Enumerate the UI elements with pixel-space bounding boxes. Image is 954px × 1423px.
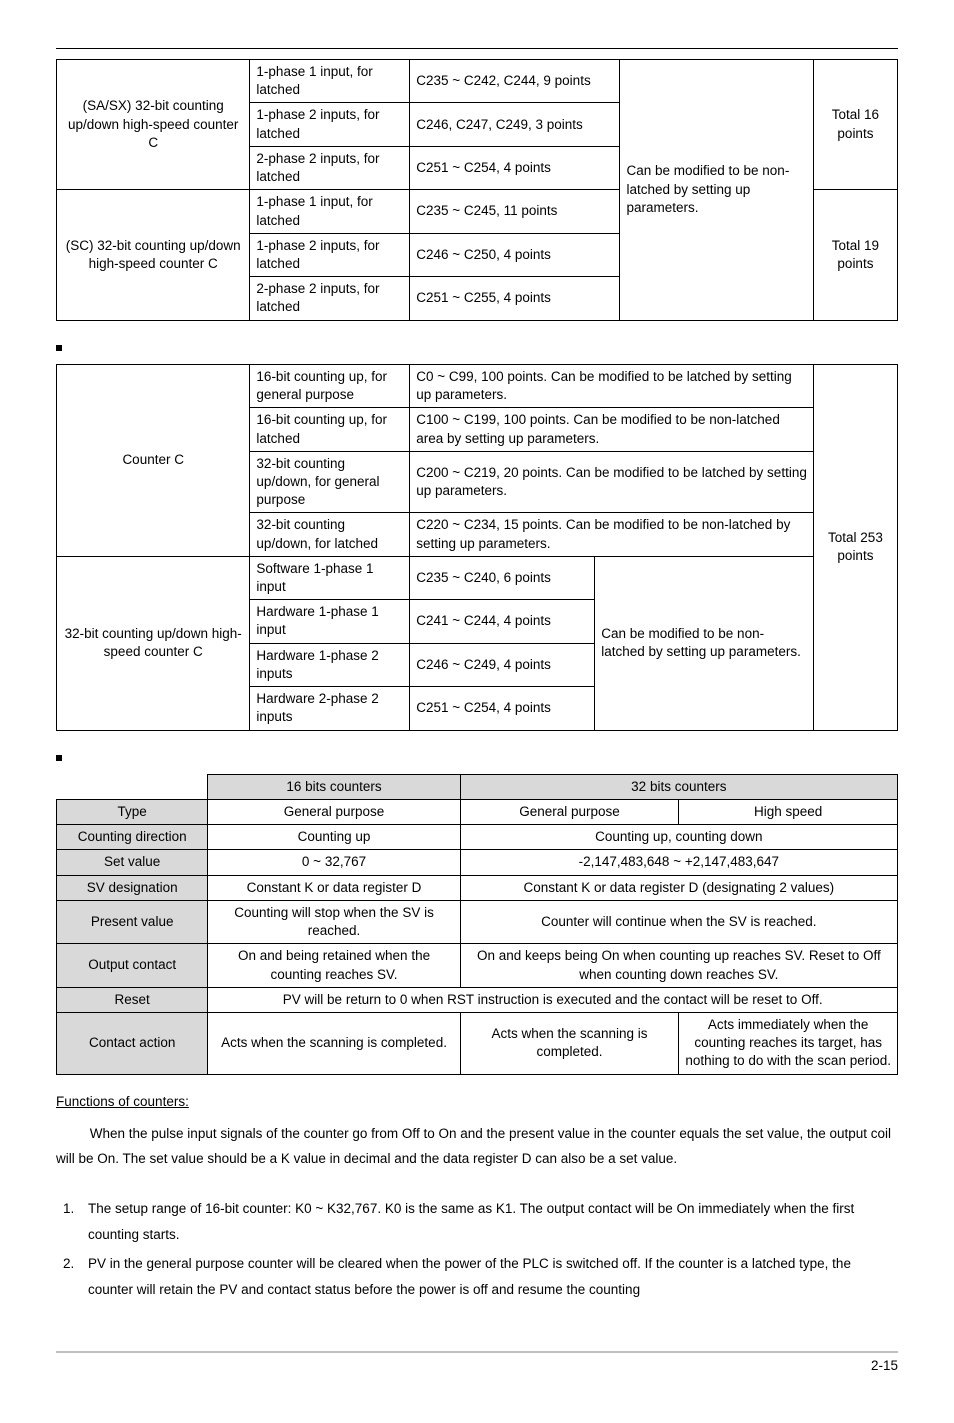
list-item: The setup range of 16-bit counter: K0 ~ … <box>78 1196 898 1247</box>
group-label: (SC) 32-bit counting up/down high-speed … <box>57 190 250 320</box>
bullet-square-icon <box>56 345 62 351</box>
cell: Counting will stop when the SV is reache… <box>208 900 460 943</box>
col-header-16: 16 bits counters <box>208 774 460 799</box>
cell: Acts when the scanning is completed. <box>208 1012 460 1074</box>
table-row: 16 bits counters 32 bits counters <box>57 774 898 799</box>
bullet-square-icon <box>56 755 62 761</box>
range-cell: C246 ~ C249, 4 points <box>410 643 595 686</box>
cell: Counting up, counting down <box>460 825 897 850</box>
row-label: Reset <box>57 987 208 1012</box>
group-label: (SA/SX) 32-bit counting up/down high-spe… <box>57 60 250 190</box>
cell: On and keeps being On when counting up r… <box>460 944 897 987</box>
total-cell: Total 19 points <box>813 190 897 320</box>
mode-cell: 16-bit counting up, for general purpose <box>250 364 410 407</box>
cell: 0 ~ 32,767 <box>208 850 460 875</box>
desc-cell: C0 ~ C99, 100 points. Can be modified to… <box>410 364 814 407</box>
table-row: Counter C 16-bit counting up, for genera… <box>57 364 898 407</box>
mode-cell: 1-phase 2 inputs, for latched <box>250 233 410 276</box>
cell: General purpose <box>460 800 679 825</box>
group-label: 32-bit counting up/down high-speed count… <box>57 556 250 730</box>
range-cell: C251 ~ C254, 4 points <box>410 687 595 730</box>
range-cell: C235 ~ C240, 6 points <box>410 556 595 599</box>
mode-cell: Hardware 2-phase 2 inputs <box>250 687 410 730</box>
table-row: Contact action Acts when the scanning is… <box>57 1012 898 1074</box>
row-label: Type <box>57 800 208 825</box>
table-row: Reset PV will be return to 0 when RST in… <box>57 987 898 1012</box>
range-cell: C241 ~ C244, 4 points <box>410 600 595 643</box>
row-label: Contact action <box>57 1012 208 1074</box>
group-label: Counter C <box>57 364 250 556</box>
range-cell: C251 ~ C254, 4 points <box>410 146 620 189</box>
cell: Constant K or data register D <box>208 875 460 900</box>
table-row: Set value 0 ~ 32,767 -2,147,483,648 ~ +2… <box>57 850 898 875</box>
mode-cell: 1-phase 2 inputs, for latched <box>250 103 410 146</box>
total-cell: Total 16 points <box>813 60 897 190</box>
cell: -2,147,483,648 ~ +2,147,483,647 <box>460 850 897 875</box>
row-label: Present value <box>57 900 208 943</box>
desc-cell: C200 ~ C219, 20 points. Can be modified … <box>410 451 814 513</box>
range-cell: C246 ~ C250, 4 points <box>410 233 620 276</box>
row-label: Set value <box>57 850 208 875</box>
list-item: PV in the general purpose counter will b… <box>78 1251 898 1302</box>
mode-cell: 1-phase 1 input, for latched <box>250 60 410 103</box>
cell: Constant K or data register D (designati… <box>460 875 897 900</box>
range-cell: C235 ~ C245, 11 points <box>410 190 620 233</box>
range-cell: C251 ~ C255, 4 points <box>410 277 620 320</box>
row-label: Counting direction <box>57 825 208 850</box>
table-row: 32-bit counting up/down high-speed count… <box>57 556 898 599</box>
mode-cell: Hardware 1-phase 1 input <box>250 600 410 643</box>
desc-cell: C220 ~ C234, 15 points. Can be modified … <box>410 513 814 556</box>
table-row: Counting direction Counting up Counting … <box>57 825 898 850</box>
row-label: Output contact <box>57 944 208 987</box>
cell: PV will be return to 0 when RST instruct… <box>208 987 898 1012</box>
row-label: SV designation <box>57 875 208 900</box>
table-row: Output contact On and being retained whe… <box>57 944 898 987</box>
page-footer: 2-15 <box>56 1351 898 1375</box>
table-counter-c: Counter C 16-bit counting up, for genera… <box>56 364 898 731</box>
table-row: Present value Counting will stop when th… <box>57 900 898 943</box>
note-cell: Can be modified to be non-latched by set… <box>620 60 813 321</box>
mode-cell: 1-phase 1 input, for latched <box>250 190 410 233</box>
blank-cell <box>57 774 208 799</box>
col-header-32: 32 bits counters <box>460 774 897 799</box>
cell: Acts when the scanning is completed. <box>460 1012 679 1074</box>
desc-cell: C100 ~ C199, 100 points. Can be modified… <box>410 408 814 451</box>
mode-cell: 2-phase 2 inputs, for latched <box>250 146 410 189</box>
mode-cell: 32-bit counting up/down, for general pur… <box>250 451 410 513</box>
functions-paragraph: When the pulse input signals of the coun… <box>56 1121 898 1172</box>
mode-cell: Software 1-phase 1 input <box>250 556 410 599</box>
table-row: (SA/SX) 32-bit counting up/down high-spe… <box>57 60 898 103</box>
range-cell: C246, C247, C249, 3 points <box>410 103 620 146</box>
table-32bit-highspeed: (SA/SX) 32-bit counting up/down high-spe… <box>56 59 898 321</box>
mode-cell: 16-bit counting up, for latched <box>250 408 410 451</box>
functions-list: The setup range of 16-bit counter: K0 ~ … <box>56 1196 898 1303</box>
top-rule <box>56 48 898 49</box>
table-row: SV designation Constant K or data regist… <box>57 875 898 900</box>
range-cell: C235 ~ C242, C244, 9 points <box>410 60 620 103</box>
table-row: Type General purpose General purpose Hig… <box>57 800 898 825</box>
cell: High speed <box>679 800 898 825</box>
cell: General purpose <box>208 800 460 825</box>
note-cell: Can be modified to be non-latched by set… <box>595 556 814 730</box>
mode-cell: 2-phase 2 inputs, for latched <box>250 277 410 320</box>
cell: Acts immediately when the counting reach… <box>679 1012 898 1074</box>
cell: On and being retained when the counting … <box>208 944 460 987</box>
table-16-vs-32: 16 bits counters 32 bits counters Type G… <box>56 774 898 1075</box>
functions-heading: Functions of counters: <box>56 1093 898 1111</box>
total-cell: Total 253 points <box>813 364 897 730</box>
page-number: 2-15 <box>871 1358 898 1373</box>
cell: Counter will continue when the SV is rea… <box>460 900 897 943</box>
mode-cell: 32-bit counting up/down, for latched <box>250 513 410 556</box>
mode-cell: Hardware 1-phase 2 inputs <box>250 643 410 686</box>
cell: Counting up <box>208 825 460 850</box>
